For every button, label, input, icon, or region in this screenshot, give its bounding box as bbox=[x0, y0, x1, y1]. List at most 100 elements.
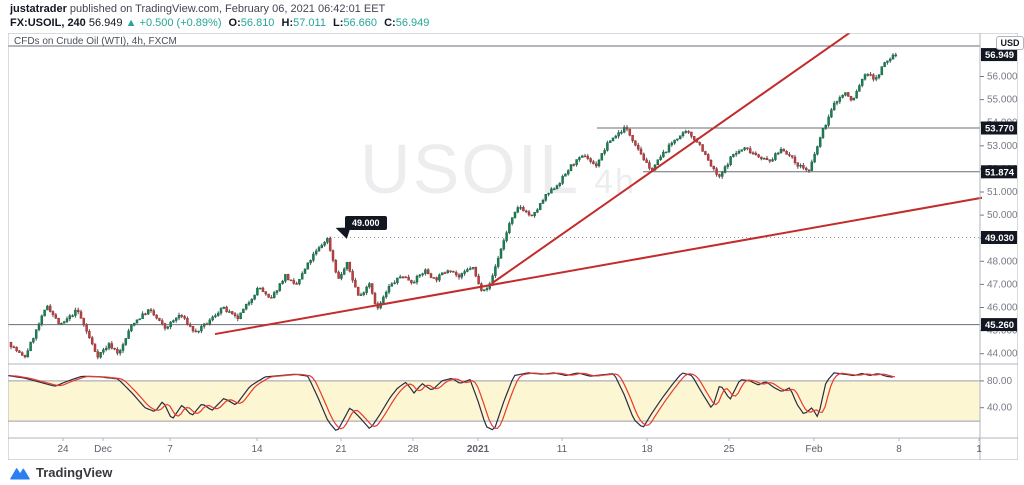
candle-up bbox=[732, 154, 735, 157]
candle-down bbox=[804, 167, 808, 170]
candle-up bbox=[438, 274, 441, 281]
candle-up bbox=[247, 302, 251, 305]
candle-down bbox=[636, 144, 640, 150]
candle-down bbox=[522, 207, 525, 212]
candle-down bbox=[88, 331, 91, 339]
candle-down bbox=[230, 311, 234, 314]
candle-up bbox=[617, 132, 620, 137]
candle-up bbox=[779, 148, 783, 154]
trendline-1 bbox=[214, 196, 983, 336]
candle-down bbox=[793, 156, 797, 163]
candle-up bbox=[771, 159, 774, 162]
candle-down bbox=[788, 154, 791, 156]
candle-down bbox=[594, 163, 598, 167]
tradingview-home-link[interactable]: TradingView bbox=[10, 465, 112, 480]
candle-up bbox=[606, 142, 609, 151]
candle-up bbox=[244, 304, 248, 310]
price-level-label-bg bbox=[981, 121, 1017, 135]
candle-up bbox=[26, 350, 30, 358]
candle-up bbox=[68, 315, 72, 320]
date-label: 28 bbox=[407, 444, 419, 455]
watermark-symbol: USOIL bbox=[360, 130, 581, 208]
candle-up bbox=[256, 288, 259, 296]
candle-down bbox=[292, 280, 296, 284]
candle-up bbox=[580, 155, 584, 158]
candle-up bbox=[888, 58, 892, 62]
candle-up bbox=[656, 159, 660, 165]
candle-down bbox=[530, 214, 534, 217]
open-label: O: bbox=[228, 17, 241, 29]
candle-up bbox=[743, 147, 746, 150]
candle-up bbox=[216, 312, 220, 316]
candle-down bbox=[628, 128, 632, 136]
candle-down bbox=[634, 140, 637, 146]
candle-up bbox=[720, 172, 724, 177]
candle-up bbox=[320, 244, 324, 248]
candle-down bbox=[183, 316, 186, 319]
candle-down bbox=[869, 74, 872, 76]
candle-down bbox=[15, 346, 18, 352]
candle-up bbox=[734, 152, 738, 155]
candle-up bbox=[396, 277, 399, 284]
candle-up bbox=[43, 309, 46, 317]
candle-up bbox=[272, 292, 276, 298]
candle-down bbox=[194, 330, 198, 333]
candle-down bbox=[191, 326, 195, 332]
candle-down bbox=[426, 269, 430, 275]
candle-up bbox=[776, 152, 780, 155]
candle-up bbox=[852, 97, 856, 101]
candle-down bbox=[9, 341, 13, 348]
candle-up bbox=[132, 322, 136, 326]
candle-down bbox=[96, 351, 100, 358]
candle-up bbox=[818, 137, 822, 147]
candle-up bbox=[737, 150, 741, 154]
candle-up bbox=[65, 318, 69, 322]
date-label: 24 bbox=[57, 444, 69, 455]
candle-up bbox=[135, 319, 139, 324]
price-callout-49000: 49.000 bbox=[345, 216, 387, 230]
candle-down bbox=[477, 275, 480, 285]
candle-up bbox=[309, 260, 312, 264]
candle-up bbox=[844, 92, 847, 96]
candle-down bbox=[435, 277, 438, 281]
candle-up bbox=[74, 309, 77, 316]
candle-up bbox=[29, 341, 32, 352]
candle-down bbox=[586, 155, 590, 159]
candle-down bbox=[295, 283, 298, 285]
price-tick-label: 56.000 bbox=[987, 72, 1018, 83]
candle-up bbox=[578, 157, 581, 160]
candle-up bbox=[222, 306, 226, 309]
candle-up bbox=[393, 282, 396, 285]
candle-up bbox=[863, 74, 867, 80]
candle-down bbox=[796, 162, 800, 167]
symbol-status-line: FX:USOIL, 240 56.949 ▲ +0.500 (+0.89%) O… bbox=[10, 17, 429, 30]
price-chart-canvas: 44.000 45.000 46.000 47.000 48.000 49.000 50.0… bbox=[8, 33, 1018, 460]
candle-down bbox=[572, 164, 576, 166]
candle-up bbox=[827, 116, 830, 126]
candle-up bbox=[384, 291, 388, 298]
candle-up bbox=[860, 79, 864, 86]
candle-up bbox=[496, 257, 500, 267]
candle-up bbox=[300, 273, 304, 280]
candle-down bbox=[443, 272, 447, 274]
candle-up bbox=[499, 248, 503, 259]
candle-up bbox=[440, 272, 444, 276]
trendline-2 bbox=[491, 33, 851, 285]
candle-down bbox=[286, 274, 290, 281]
candle-up bbox=[138, 318, 142, 321]
candle-up bbox=[600, 153, 604, 161]
candle-down bbox=[410, 280, 413, 284]
candle-up bbox=[608, 140, 612, 143]
candle-down bbox=[751, 152, 755, 154]
candle-down bbox=[20, 352, 24, 356]
price-tick-label: 44.000 bbox=[987, 349, 1018, 360]
candle-up bbox=[298, 278, 301, 285]
candle-up bbox=[275, 290, 279, 293]
price-tick-label: 55.000 bbox=[987, 95, 1018, 106]
candle-up bbox=[494, 266, 497, 276]
candle-up bbox=[681, 132, 685, 137]
author-name: justatrader bbox=[10, 3, 67, 15]
candle-down bbox=[748, 148, 752, 153]
candle-up bbox=[564, 173, 567, 177]
candle-down bbox=[846, 92, 850, 97]
